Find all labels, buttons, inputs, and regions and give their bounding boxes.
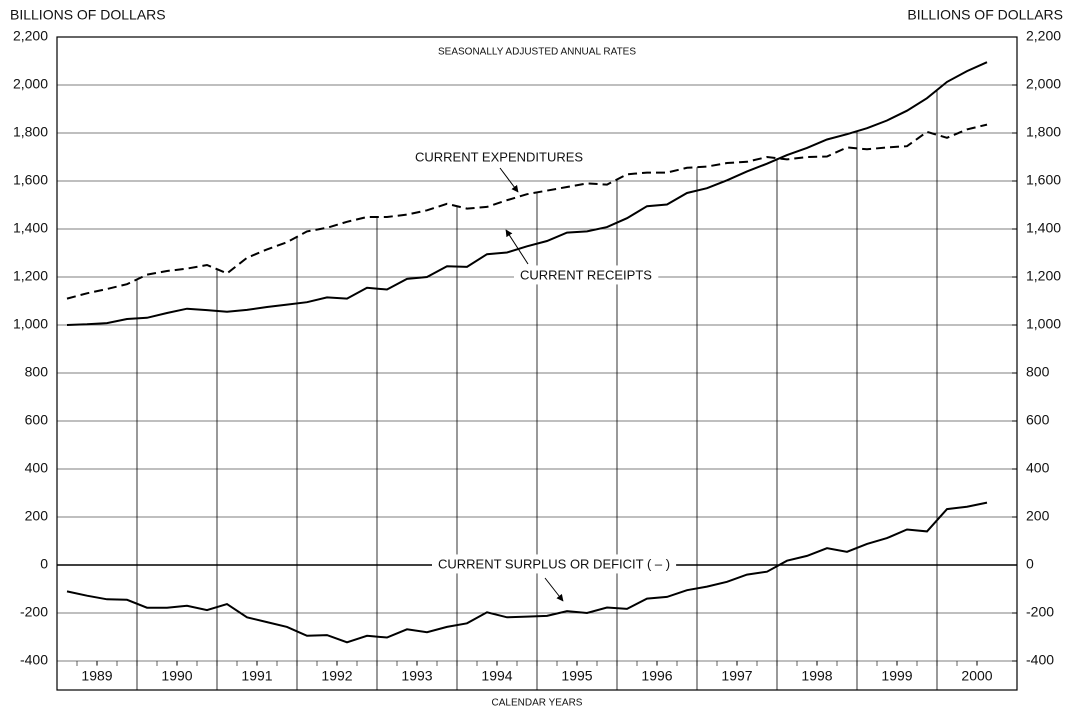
y2-tick-label: -200 xyxy=(1026,604,1054,620)
arrow xyxy=(544,577,564,602)
y-tick-label: 400 xyxy=(25,460,49,476)
y2-tick-label: 600 xyxy=(1026,412,1050,428)
x-tick-label: 1991 xyxy=(241,668,272,684)
arrow xyxy=(505,229,529,265)
y2-tick-label: 800 xyxy=(1026,364,1050,380)
y2-tick-label: 2,200 xyxy=(1026,28,1061,44)
y-tick-label: 1,800 xyxy=(13,124,48,140)
y-tick-label: -400 xyxy=(20,652,48,668)
x-tick-label: 1993 xyxy=(401,668,432,684)
arrow xyxy=(499,167,519,193)
x-tick-label: 1997 xyxy=(721,668,752,684)
label-background xyxy=(409,147,590,167)
series-label: CURRENT EXPENDITURES xyxy=(415,149,583,164)
y-tick-label: 1,400 xyxy=(13,220,48,236)
y2-axis-label: BILLIONS OF DOLLARS xyxy=(907,7,1063,23)
y-tick-label: 1,200 xyxy=(13,268,48,284)
label-background xyxy=(432,554,677,574)
subtitle: SEASONALLY ADJUSTED ANNUAL RATES xyxy=(438,47,636,58)
y2-tick-label: 1,800 xyxy=(1026,124,1061,140)
y-tick-label: 1,000 xyxy=(13,316,48,332)
y-tick-label: 800 xyxy=(25,364,49,380)
x-tick-label: 1989 xyxy=(81,668,112,684)
y-tick-label: 600 xyxy=(25,412,49,428)
grid xyxy=(56,36,1017,690)
y-tick-label: 2,200 xyxy=(13,28,48,44)
y2-tick-label: -400 xyxy=(1026,652,1054,668)
y-axis-label: BILLIONS OF DOLLARS xyxy=(10,7,166,23)
marks xyxy=(66,61,988,644)
x-tick-label: 2000 xyxy=(961,668,992,684)
x-tick-label: 1996 xyxy=(641,668,672,684)
y-tick-label: 200 xyxy=(25,508,49,524)
x-tick-label: 1998 xyxy=(801,668,832,684)
x-axis-label: CALENDAR YEARS xyxy=(492,698,583,709)
label-background xyxy=(514,265,659,285)
series-line xyxy=(66,123,988,300)
series-line xyxy=(66,61,988,326)
series-line xyxy=(66,501,988,644)
y2-tick-label: 1,400 xyxy=(1026,220,1061,236)
y2-tick-label: 400 xyxy=(1026,460,1050,476)
y-tick-label: 0 xyxy=(40,556,48,572)
x-tick-label: 1995 xyxy=(561,668,592,684)
series-label: CURRENT SURPLUS OR DEFICIT ( – ) xyxy=(438,556,670,571)
y-tick-label: 1,600 xyxy=(13,172,48,188)
series-label: CURRENT RECEIPTS xyxy=(520,267,652,282)
y-tick-label: -200 xyxy=(20,604,48,620)
y-tick-label: 2,000 xyxy=(13,76,48,92)
y2-tick-label: 1,200 xyxy=(1026,268,1061,284)
y2-tick-label: 1,000 xyxy=(1026,316,1061,332)
y2-tick-label: 1,600 xyxy=(1026,172,1061,188)
x-tick-label: 1992 xyxy=(321,668,352,684)
x-tick-label: 1994 xyxy=(481,668,512,684)
y2-tick-label: 2,000 xyxy=(1026,76,1061,92)
y2-tick-label: 0 xyxy=(1026,556,1034,572)
x-tick-label: 1990 xyxy=(161,668,192,684)
plot-frame xyxy=(56,36,1018,691)
y2-tick-label: 200 xyxy=(1026,508,1050,524)
x-tick-label: 1999 xyxy=(881,668,912,684)
